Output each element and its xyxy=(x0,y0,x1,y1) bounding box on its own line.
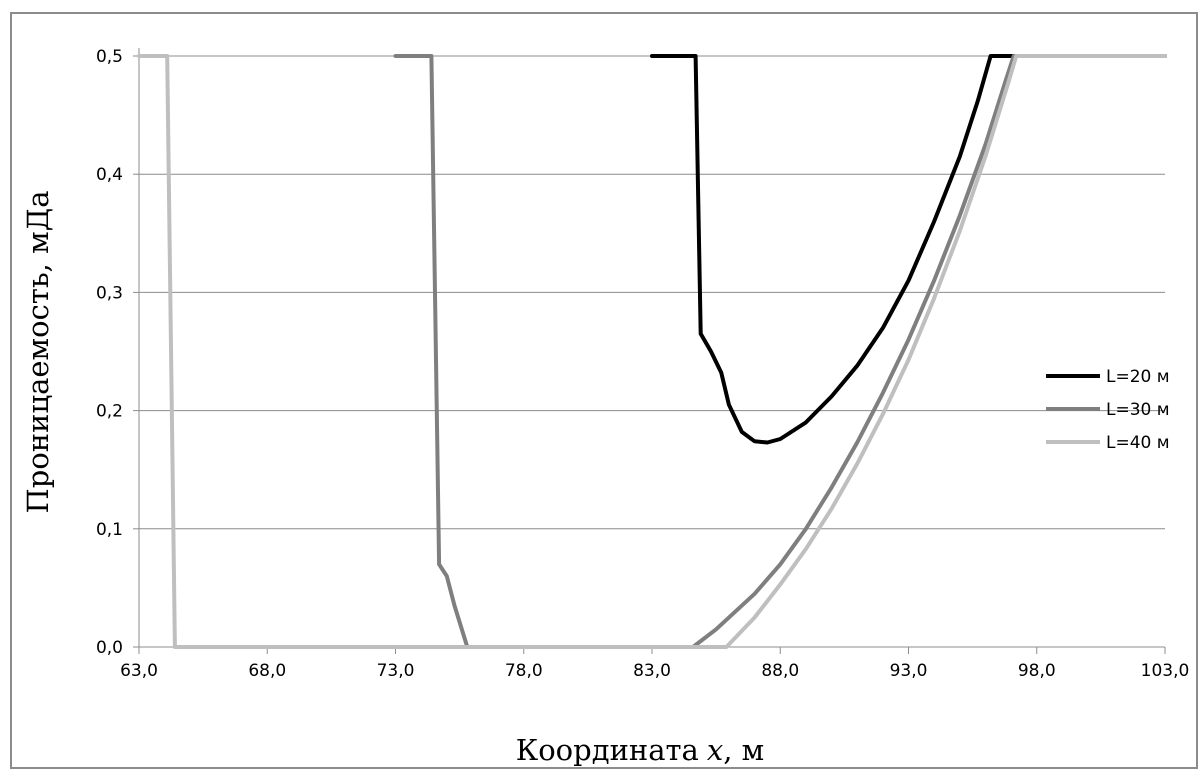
series-line-2 xyxy=(393,54,1167,649)
y-tick-label: 0,4 xyxy=(96,165,123,185)
x-tick-label: 88,0 xyxy=(761,661,799,681)
legend-label: L=30 м xyxy=(1106,400,1170,420)
x-axis-title: Координата x, м xyxy=(516,733,764,767)
y-tick-label: 0,5 xyxy=(96,47,123,67)
x-tick-label: 83,0 xyxy=(633,661,671,681)
x-tick-label: 73,0 xyxy=(377,661,415,681)
chart-frame xyxy=(10,12,1198,769)
x-tick-label: 93,0 xyxy=(890,661,928,681)
y-tick-label: 0,2 xyxy=(96,402,123,422)
x-tick-label: 103,0 xyxy=(1141,661,1190,681)
legend-label: L=40 м xyxy=(1106,433,1170,453)
series-line-3 xyxy=(137,54,1167,649)
x-tick-label: 78,0 xyxy=(505,661,543,681)
legend-label: L=20 м xyxy=(1106,367,1170,387)
axes: 0,0 0,1 0,2 0,3 0,4 0,5 63,0 68,0 73,0 78,0 83,0 88… xyxy=(96,47,1189,681)
legend: L=20 м L=30 м L=40 м xyxy=(1046,367,1170,453)
y-tick-label: 0,3 xyxy=(96,283,123,303)
x-tick-label: 68,0 xyxy=(248,661,286,681)
x-tick-label: 63,0 xyxy=(120,661,158,681)
series-lines xyxy=(137,54,1167,649)
series-line-1 xyxy=(650,54,1167,445)
y-tick-label: 0,0 xyxy=(96,638,123,658)
gridlines xyxy=(139,55,1165,530)
y-axis-title: Проницаемость, мДа xyxy=(21,190,55,513)
x-tick-label: 98,0 xyxy=(1018,661,1056,681)
y-tick-label: 0,1 xyxy=(96,520,123,540)
